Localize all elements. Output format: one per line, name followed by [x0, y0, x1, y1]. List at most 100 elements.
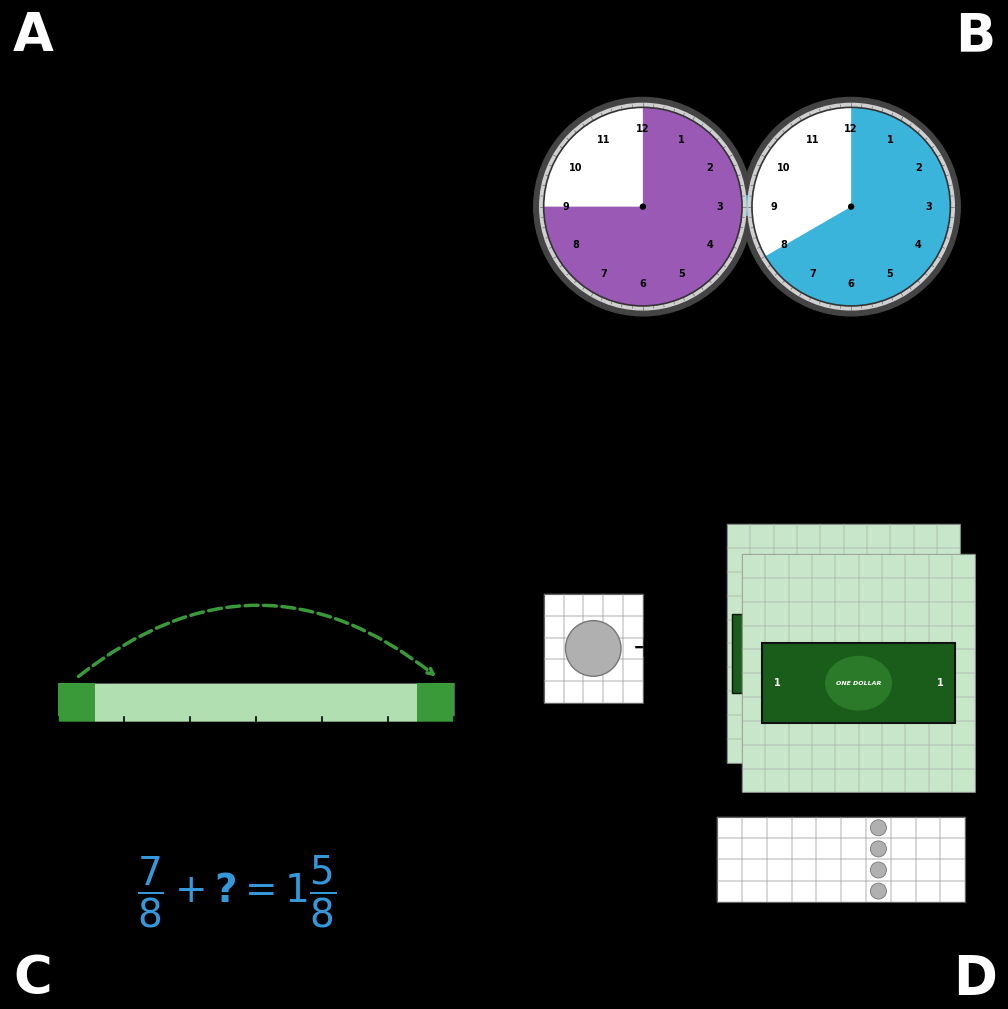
Bar — [718, 838, 742, 860]
Bar — [788, 626, 812, 650]
Bar — [867, 548, 890, 572]
Bar — [742, 673, 765, 697]
Bar — [812, 769, 836, 792]
Bar — [797, 667, 821, 691]
Bar — [890, 548, 913, 572]
Bar — [905, 721, 928, 745]
Bar — [859, 601, 882, 626]
Bar — [797, 548, 821, 572]
Bar — [842, 881, 866, 902]
Bar — [952, 769, 975, 792]
Bar — [603, 638, 623, 660]
Bar — [928, 650, 952, 673]
Bar — [952, 554, 975, 578]
Bar — [727, 667, 751, 691]
Bar — [882, 626, 905, 650]
Bar — [727, 525, 751, 548]
Bar — [774, 548, 797, 572]
Bar — [821, 691, 844, 715]
Bar — [751, 525, 774, 548]
Bar — [774, 644, 797, 667]
Bar — [742, 626, 765, 650]
Bar — [797, 596, 821, 620]
Bar — [952, 626, 975, 650]
Bar — [915, 881, 940, 902]
Bar — [742, 817, 767, 838]
Bar — [727, 715, 751, 739]
Bar — [765, 769, 788, 792]
Bar — [937, 667, 961, 691]
Bar — [905, 626, 928, 650]
Bar — [774, 667, 797, 691]
Bar — [603, 615, 623, 638]
Bar — [774, 620, 797, 644]
Bar — [791, 860, 816, 881]
Bar — [584, 681, 603, 703]
Bar — [844, 644, 867, 667]
Bar — [751, 667, 774, 691]
Bar — [836, 697, 859, 721]
Bar — [842, 817, 866, 838]
Bar — [821, 596, 844, 620]
Text: 8: 8 — [781, 240, 787, 250]
Bar — [603, 681, 623, 703]
Bar — [727, 572, 751, 596]
Bar — [867, 739, 890, 763]
Bar — [882, 650, 905, 673]
Bar — [812, 601, 836, 626]
Bar — [859, 745, 882, 769]
Text: 11: 11 — [598, 134, 611, 144]
Bar — [844, 548, 867, 572]
Text: 9: 9 — [562, 202, 569, 212]
Bar — [563, 660, 584, 681]
Text: $\dfrac{7}{8} + \mathbf{?} = 1\dfrac{5}{8}$: $\dfrac{7}{8} + \mathbf{?} = 1\dfrac{5}{… — [137, 854, 336, 929]
Text: 12: 12 — [845, 124, 858, 134]
Bar — [836, 601, 859, 626]
Text: $1\frac{2}{8}$: $1\frac{2}{8}$ — [248, 765, 264, 789]
Bar — [867, 620, 890, 644]
Bar — [836, 721, 859, 745]
Bar — [812, 626, 836, 650]
Bar — [816, 881, 842, 902]
Bar — [890, 715, 913, 739]
Text: 2: 2 — [707, 162, 714, 173]
Bar — [905, 769, 928, 792]
Bar — [913, 715, 937, 739]
Bar — [952, 578, 975, 601]
Bar — [816, 817, 842, 838]
Bar — [882, 721, 905, 745]
Text: 11: 11 — [805, 134, 820, 144]
Bar — [937, 596, 961, 620]
Bar — [937, 644, 961, 667]
Bar — [762, 644, 956, 722]
Bar — [742, 697, 765, 721]
Circle shape — [871, 862, 886, 878]
Bar — [765, 554, 788, 578]
Bar — [890, 525, 913, 548]
Bar — [751, 572, 774, 596]
Text: 10: 10 — [777, 162, 791, 173]
Bar — [812, 697, 836, 721]
Circle shape — [742, 98, 961, 316]
Bar — [928, 578, 952, 601]
Bar — [765, 601, 788, 626]
Bar — [928, 721, 952, 745]
Bar — [742, 721, 765, 745]
Wedge shape — [543, 107, 742, 306]
Bar — [836, 626, 859, 650]
Bar — [821, 667, 844, 691]
Bar — [797, 691, 821, 715]
Bar — [891, 838, 915, 860]
Bar — [812, 650, 836, 673]
Bar — [882, 601, 905, 626]
Bar — [788, 673, 812, 697]
Bar — [751, 644, 774, 667]
Bar — [928, 673, 952, 697]
Bar — [788, 745, 812, 769]
Bar — [937, 525, 961, 548]
Bar — [623, 681, 643, 703]
Text: 10: 10 — [570, 162, 583, 173]
Bar — [821, 525, 844, 548]
Circle shape — [871, 883, 886, 899]
Text: $1\frac{5}{8}$: $1\frac{5}{8}$ — [446, 765, 463, 789]
